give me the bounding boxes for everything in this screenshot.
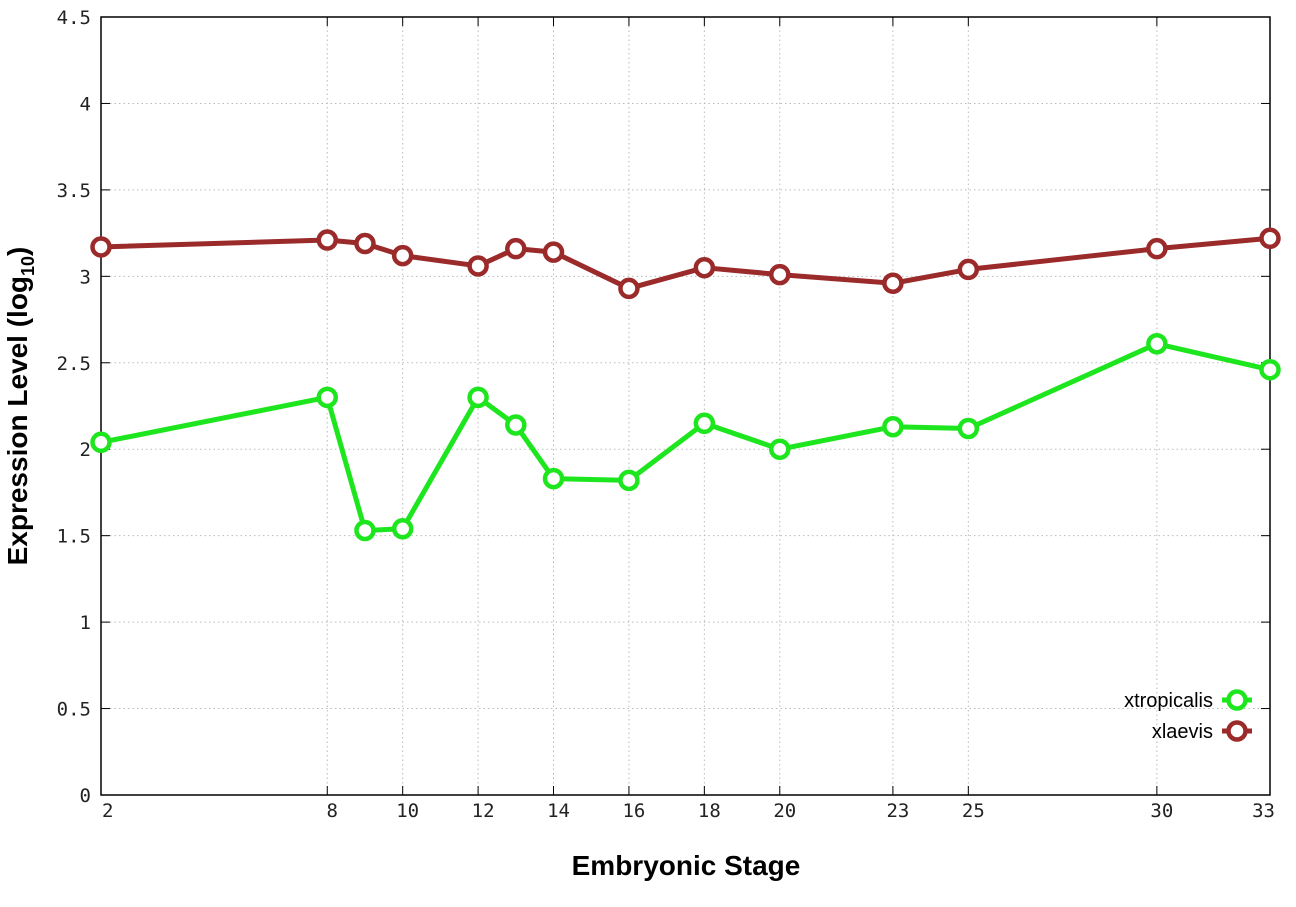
y-tick-label: 1: [80, 612, 91, 634]
y-tick-label: 4: [80, 93, 91, 115]
data-point-xtropicalis: [316, 386, 339, 409]
data-point-xtropicalis: [1146, 333, 1168, 355]
legend-label: xtropicalis: [1124, 690, 1213, 712]
grid-lines: [101, 17, 1270, 795]
x-tick-label: 2: [102, 800, 113, 822]
data-point-xlaevis: [1146, 237, 1168, 260]
x-tick-label: 25: [962, 800, 985, 822]
data-point-xlaevis: [467, 255, 489, 277]
x-tick-label: 14: [547, 800, 570, 822]
legend-item-xlaevis: xlaevis: [1152, 720, 1252, 743]
y-axis-title-suffix: ): [2, 247, 33, 256]
data-point-xlaevis: [391, 244, 414, 267]
y-axis-title-subscript: 10: [18, 256, 38, 276]
x-tick-label: 23: [886, 800, 909, 822]
y-tick-label: 3: [80, 266, 91, 288]
legend-swatch-marker: [1226, 720, 1248, 742]
y-tick-label: 4.5: [57, 7, 91, 29]
data-point-xtropicalis: [957, 417, 980, 440]
y-axis-title-main: Expression Level (log: [2, 276, 33, 565]
x-tick-label: 10: [396, 800, 419, 822]
x-axis-ticks: 2 8 10 12 14 16 18 20 23 25 30 33: [100, 17, 1275, 822]
plot-frame: [100, 16, 1271, 796]
x-tick-label: 18: [698, 800, 721, 822]
data-point-xlaevis: [90, 236, 112, 258]
data-point-xtropicalis: [90, 431, 112, 454]
series-line-xtropicalis: [100, 341, 1271, 533]
data-point-xtropicalis: [467, 386, 489, 409]
data-point-xlaevis: [354, 232, 376, 255]
series-line-xlaevis: [100, 235, 1271, 291]
data-point-xtropicalis: [1259, 358, 1281, 381]
y-tick-label: 1.5: [57, 526, 91, 548]
legend-label: xlaevis: [1152, 721, 1213, 743]
data-point-xlaevis: [882, 272, 904, 294]
data-point-xtropicalis: [769, 438, 791, 460]
series-xtropicalis: [90, 333, 1281, 542]
y-tick-label: 2.5: [57, 353, 91, 375]
data-point-xlaevis: [957, 258, 980, 281]
x-tick-label: 16: [622, 800, 645, 822]
data-point-xtropicalis: [882, 415, 904, 438]
x-tick-label: 12: [472, 800, 495, 822]
legend-swatch-marker: [1226, 689, 1248, 711]
x-tick-label: 33: [1252, 800, 1275, 822]
data-point-xlaevis: [769, 263, 791, 286]
data-point-xlaevis: [316, 229, 339, 251]
legend: xtropicalis xlaevis: [1124, 689, 1252, 743]
legend-item-xtropicalis: xtropicalis: [1124, 689, 1252, 712]
x-tick-label: 20: [773, 800, 796, 822]
data-point-xtropicalis: [505, 414, 527, 436]
series-layer: [90, 227, 1281, 542]
data-point-xtropicalis: [391, 518, 414, 540]
x-tick-label: 30: [1150, 800, 1173, 822]
data-point-xlaevis: [693, 256, 716, 279]
y-tick-label: 0.5: [57, 699, 91, 721]
data-point-xlaevis: [1259, 227, 1281, 250]
y-axis-title: Expression Level (log10): [2, 247, 38, 566]
x-tick-label: 8: [327, 800, 338, 822]
data-point-xtropicalis: [618, 469, 640, 492]
data-point-xlaevis: [505, 237, 527, 260]
series-xlaevis: [90, 227, 1281, 300]
data-point-xtropicalis: [354, 519, 376, 542]
y-tick-label: 0: [80, 785, 91, 807]
data-point-xlaevis: [542, 241, 565, 263]
y-tick-label: 2: [80, 439, 91, 461]
data-point-xtropicalis: [542, 467, 565, 490]
data-point-xlaevis: [618, 277, 640, 300]
data-point-xtropicalis: [693, 412, 716, 435]
y-axis-ticks: 0 0.5 1 1.5 2 2.5 3 3.5 4 4.5: [57, 7, 1270, 807]
y-tick-label: 3.5: [57, 180, 91, 202]
x-axis-title: Embryonic Stage: [572, 850, 801, 881]
